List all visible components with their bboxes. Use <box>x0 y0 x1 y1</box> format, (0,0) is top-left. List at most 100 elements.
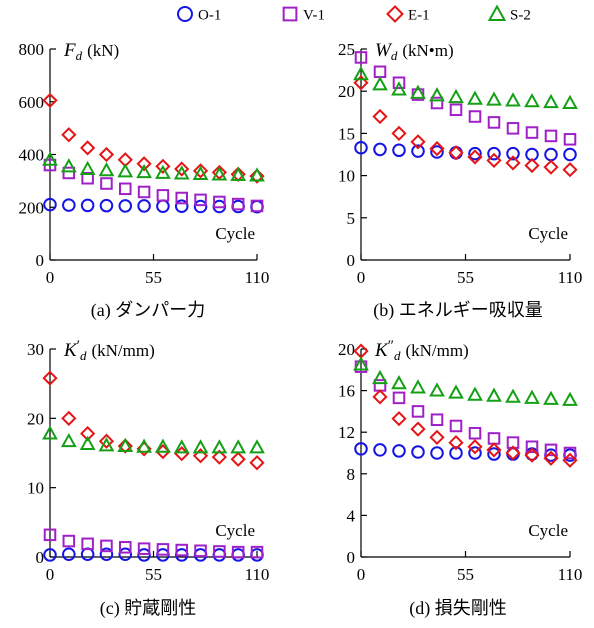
data-point-s-2 <box>79 160 96 175</box>
data-point-e-1 <box>467 439 483 455</box>
data-point-e-1 <box>42 92 58 109</box>
data-point-v-1 <box>373 65 387 79</box>
data-point-o-1 <box>193 199 208 214</box>
data-point-s-2 <box>117 437 134 453</box>
data-point-o-1 <box>80 547 95 561</box>
data-point-e-1 <box>155 158 171 174</box>
y-tick-label: 4 <box>347 506 356 525</box>
data-point-v-1 <box>175 191 188 205</box>
data-point-e-1 <box>249 455 265 471</box>
data-point-v-1 <box>411 405 425 418</box>
data-point-e-1 <box>448 434 464 451</box>
x-tick-label: 110 <box>558 565 583 584</box>
data-point-e-1 <box>429 140 445 157</box>
y-tick-label: 200 <box>19 198 45 217</box>
data-point-o-1 <box>99 547 114 561</box>
data-point-s-2 <box>249 439 265 454</box>
data-point-e-1 <box>98 146 115 163</box>
data-point-e-1 <box>410 134 426 150</box>
data-point-s-2 <box>98 162 115 177</box>
data-point-e-1 <box>562 452 578 468</box>
data-point-v-1 <box>213 195 226 209</box>
y-axis-label: K″d (kN/mm) <box>374 338 469 363</box>
data-point-e-1 <box>61 127 77 143</box>
data-point-s-2 <box>448 88 464 104</box>
data-point-s-2 <box>448 384 464 399</box>
series-o-1 <box>354 140 577 162</box>
x-axis-label: Cycle <box>215 224 255 243</box>
y-axis-label: Wd (kN•m) <box>375 40 454 63</box>
data-point-e-1 <box>117 438 133 454</box>
series-o-1 <box>354 442 577 462</box>
chart-panel-4: 0 4 8 12 16 20 0 55 110 K″d (kN/mm) Cycle (d) 損失剛性 <box>338 338 582 619</box>
panel-caption: (b) エネルギー吸収量 <box>373 300 543 321</box>
data-point-v-1 <box>156 543 170 556</box>
data-point-o-1 <box>449 146 463 160</box>
data-point-o-1 <box>506 146 520 161</box>
data-point-s-2 <box>429 87 445 102</box>
data-point-o-1 <box>80 198 95 213</box>
y-tick-label: 10 <box>338 167 355 186</box>
data-point-s-2 <box>562 391 578 406</box>
data-point-o-1 <box>43 548 57 562</box>
data-point-v-1 <box>250 545 264 559</box>
data-point-o-1 <box>354 442 368 456</box>
legend-label-o-1: O-1 <box>198 8 221 24</box>
y-tick-label: 0 <box>347 251 356 270</box>
legend-marker-v-1 <box>282 6 298 22</box>
data-point-v-1 <box>563 446 577 460</box>
data-point-s-2 <box>486 387 502 402</box>
x-axis-label: Cycle <box>528 521 568 540</box>
data-point-s-2 <box>249 167 265 182</box>
legend-marker-o-1 <box>177 6 193 22</box>
data-point-e-1 <box>486 152 502 169</box>
data-point-e-1 <box>42 370 58 386</box>
data-point-s-2 <box>467 386 483 401</box>
data-point-v-1 <box>119 182 132 196</box>
data-point-s-2 <box>486 91 502 106</box>
data-point-s-2 <box>155 438 171 453</box>
data-point-v-1 <box>43 528 57 542</box>
data-point-s-2 <box>211 166 228 181</box>
data-point-s-2 <box>410 84 426 99</box>
data-point-s-2 <box>524 389 540 404</box>
data-point-o-1 <box>449 446 463 460</box>
data-point-s-2 <box>173 439 190 454</box>
data-point-s-2 <box>42 425 58 440</box>
data-point-v-1 <box>100 539 113 553</box>
data-point-v-1 <box>231 545 245 559</box>
data-point-o-1 <box>43 197 57 212</box>
legend: O-1 V-1 E-1 S-2 <box>177 4 531 24</box>
data-point-e-1 <box>543 450 559 466</box>
data-point-s-2 <box>505 388 521 403</box>
data-point-s-2 <box>230 166 247 182</box>
data-point-o-1 <box>468 446 482 460</box>
panel-caption: (a) ダンパー力 <box>91 300 205 321</box>
data-point-v-1 <box>430 96 444 110</box>
data-point-v-1 <box>506 122 520 135</box>
x-tick-label: 55 <box>457 565 474 584</box>
data-point-o-1 <box>430 145 444 159</box>
y-tick-label: 20 <box>27 409 44 428</box>
data-point-v-1 <box>449 419 463 433</box>
legend-entry-v-1: V-1 <box>282 6 325 24</box>
legend-entry-s-2: S-2 <box>487 4 531 24</box>
data-point-v-1 <box>81 537 94 551</box>
data-point-v-1 <box>354 51 368 64</box>
data-point-o-1 <box>411 144 425 158</box>
data-point-s-2 <box>372 76 388 91</box>
data-point-o-1 <box>487 447 501 461</box>
data-point-s-2 <box>372 369 388 385</box>
data-point-v-1 <box>137 185 151 199</box>
data-point-e-1 <box>391 125 407 142</box>
data-point-o-1 <box>156 199 170 213</box>
y-axis-label: K′d (kN/mm) <box>63 338 155 363</box>
data-point-e-1 <box>448 145 464 161</box>
data-point-s-2 <box>467 90 483 105</box>
data-point-s-2 <box>136 163 152 179</box>
x-tick-label: 110 <box>245 268 270 287</box>
data-point-o-1 <box>231 199 245 214</box>
data-point-o-1 <box>411 445 425 459</box>
data-point-v-1 <box>119 541 132 554</box>
